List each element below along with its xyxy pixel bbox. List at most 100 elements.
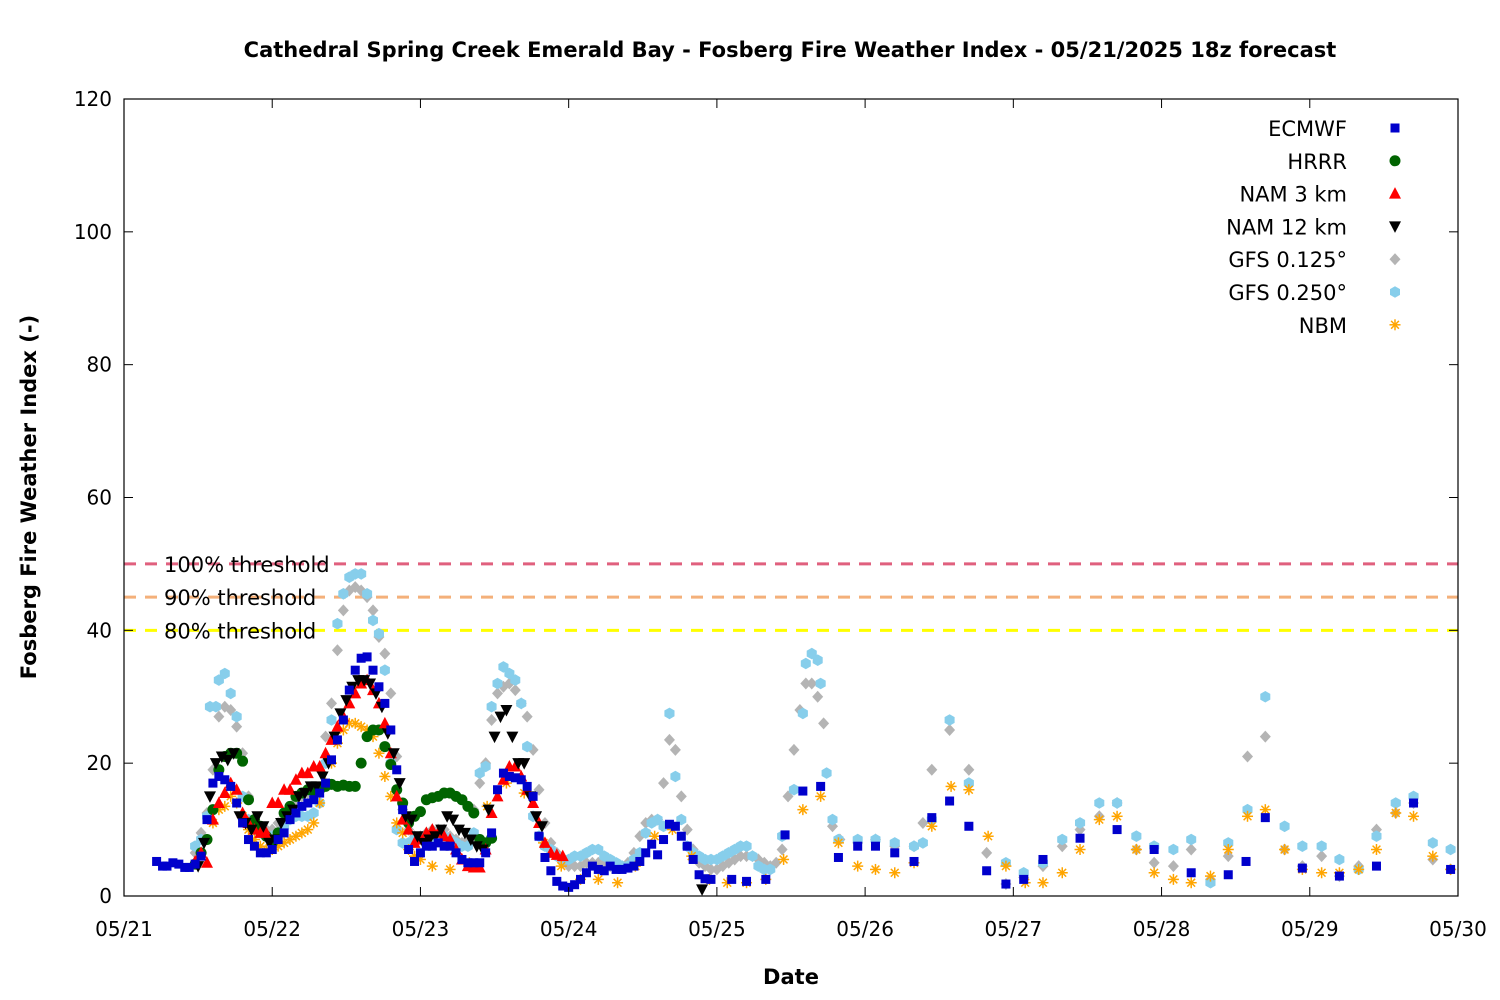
- point-ecmwf: [635, 856, 645, 866]
- point-nam-12-km: [263, 837, 276, 850]
- point-ecmwf: [1019, 874, 1029, 884]
- point-nam-12-km: [488, 731, 501, 744]
- point-nam-12-km: [500, 705, 513, 717]
- point-ecmwf: [605, 861, 615, 871]
- point-ecmwf: [1260, 813, 1270, 823]
- point-gfs-0-125: [379, 647, 391, 660]
- point-ecmwf: [522, 781, 532, 791]
- point-nam-3-km: [212, 796, 225, 809]
- point-gfs-0-125: [521, 710, 533, 723]
- y-tick-label: 60: [87, 486, 112, 510]
- point-gfs-0-250: [231, 710, 242, 723]
- point-nbm: [797, 804, 809, 816]
- point-nam-12-km: [494, 711, 507, 724]
- point-ecmwf: [374, 682, 384, 692]
- point-ecmwf: [1149, 845, 1159, 855]
- point-ecmwf: [327, 755, 337, 765]
- point-gfs-0-125: [1259, 730, 1271, 743]
- point-ecmwf: [1112, 825, 1122, 835]
- point-ecmwf: [1001, 879, 1011, 889]
- point-nam-3-km: [444, 833, 457, 845]
- point-ecmwf: [688, 854, 698, 864]
- point-gfs-0-250: [338, 588, 349, 600]
- point-ecmwf: [1297, 863, 1307, 873]
- point-ecmwf: [676, 831, 686, 841]
- point-ecmwf: [1334, 871, 1344, 881]
- point-nam-12-km: [215, 751, 228, 764]
- point-ecmwf: [415, 848, 425, 858]
- point-ecmwf: [1186, 868, 1196, 878]
- point-nbm: [1204, 870, 1216, 882]
- point-nam-12-km: [429, 831, 442, 843]
- y-tick-label: 20: [87, 751, 112, 775]
- point-ecmwf: [285, 815, 295, 825]
- point-gfs-0-125: [1167, 860, 1179, 873]
- point-gfs-0-250: [800, 657, 811, 670]
- point-nam-12-km: [298, 788, 311, 800]
- point-ecmwf: [706, 874, 716, 884]
- point-gfs-0-250: [1371, 830, 1382, 842]
- y-tick-label: 100: [74, 220, 112, 244]
- point-nam-12-km: [530, 811, 543, 823]
- y-tick-label: 80: [87, 353, 112, 377]
- point-nam-12-km: [405, 814, 418, 827]
- point-gfs-0-125: [963, 763, 975, 776]
- point-nam-3-km: [301, 766, 314, 779]
- point-ecmwf: [238, 818, 248, 828]
- point-gfs-0-125: [509, 684, 521, 697]
- point-ecmwf: [727, 874, 737, 884]
- point-hrrr: [379, 741, 391, 753]
- threshold-labels: 100% threshold 90% threshold 80% threshold: [164, 553, 330, 643]
- point-nbm: [1130, 844, 1142, 856]
- point-gfs-0-250: [827, 813, 838, 826]
- point-ecmwf: [1038, 854, 1048, 864]
- point-nam-3-km: [438, 829, 451, 842]
- point-gfs-0-250: [368, 614, 378, 627]
- point-ecmwf: [267, 845, 277, 855]
- x-tick-label: 05/21: [95, 917, 153, 941]
- point-nbm: [1242, 810, 1254, 822]
- point-nam-12-km: [310, 781, 323, 793]
- point-ecmwf: [427, 841, 437, 851]
- point-ecmwf: [528, 791, 538, 801]
- point-ecmwf: [780, 830, 790, 840]
- point-ecmwf: [629, 861, 639, 871]
- point-ecmwf: [909, 856, 919, 866]
- point-gfs-0-250: [516, 697, 527, 710]
- point-nbm: [982, 830, 994, 842]
- point-ecmwf: [232, 798, 242, 808]
- point-gfs-0-250: [1390, 797, 1401, 809]
- point-gfs-0-250: [1112, 797, 1123, 809]
- point-nbm: [1408, 810, 1420, 822]
- point-nam-12-km: [452, 824, 465, 837]
- point-nbm: [832, 837, 844, 849]
- point-nbm: [1167, 873, 1179, 885]
- point-ecmwf: [581, 868, 591, 878]
- point-ecmwf: [356, 653, 366, 663]
- point-ecmwf: [617, 864, 627, 874]
- x-tick-label: 05/30: [1429, 917, 1487, 941]
- point-ecmwf: [162, 861, 172, 871]
- point-nbm: [308, 817, 320, 829]
- point-ecmwf: [870, 841, 880, 851]
- point-ecmwf: [653, 850, 663, 860]
- point-gfs-0-125: [503, 677, 515, 690]
- point-nam-3-km: [556, 849, 569, 862]
- point-gfs-0-250: [522, 740, 533, 753]
- point-gfs-0-125: [1185, 843, 1197, 856]
- point-nam-3-km: [260, 826, 273, 838]
- point-nbm: [1390, 807, 1402, 819]
- point-gfs-0-125: [1316, 850, 1328, 863]
- point-ecmwf: [273, 835, 283, 845]
- point-gfs-0-250: [219, 667, 230, 680]
- point-nbm: [612, 877, 624, 889]
- point-nam-3-km: [331, 720, 344, 732]
- point-nbm: [1279, 844, 1291, 856]
- point-ecmwf: [168, 858, 178, 868]
- point-nam-12-km: [518, 758, 531, 770]
- point-nam-12-km: [203, 791, 216, 803]
- point-nam-12-km: [227, 748, 240, 760]
- point-nbm: [852, 860, 864, 872]
- point-ecmwf: [816, 781, 826, 791]
